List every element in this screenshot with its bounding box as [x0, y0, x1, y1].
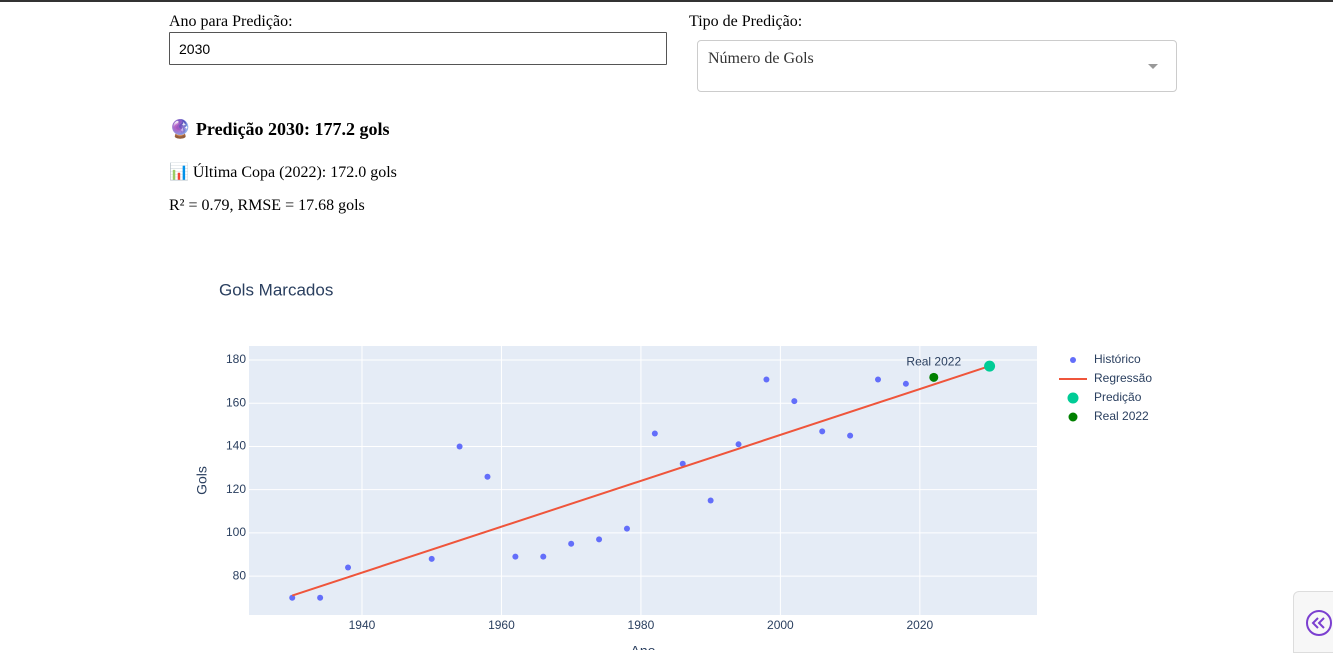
y-tick-label: 100 [226, 525, 246, 539]
data-point [484, 473, 491, 480]
data-point [428, 555, 435, 562]
data-point [875, 376, 882, 383]
data-point [984, 360, 996, 372]
data-point [819, 428, 826, 435]
y-axis-title: Gols [194, 466, 210, 495]
metrics-text: R² = 0.79, RMSE = 17.68 gols [169, 197, 365, 214]
legend-symbol [1067, 392, 1079, 404]
data-point [568, 540, 575, 547]
legend-symbol [1068, 412, 1078, 422]
type-dropdown[interactable]: Número de Gols [697, 40, 1177, 92]
chart-title: Gols Marcados [219, 280, 333, 299]
y-tick-label: 80 [233, 568, 247, 582]
type-label: Tipo de Predição: [689, 13, 803, 30]
data-point [791, 398, 798, 405]
x-tick-label: 2000 [767, 618, 794, 632]
collapse-button[interactable] [1293, 591, 1333, 653]
data-point [456, 443, 463, 450]
data-point [651, 430, 658, 437]
data-point [929, 372, 939, 382]
annotation: Real 2022 [906, 355, 961, 369]
data-point [735, 441, 742, 448]
y-tick-label: 160 [226, 395, 246, 409]
legend-symbol [1070, 357, 1076, 363]
prediction-text: 🔮 Predição 2030: 177.2 gols [169, 119, 390, 139]
x-axis-title: Ano [631, 643, 656, 650]
year-label: Ano para Predição: [169, 13, 293, 30]
legend-label: Real 2022 [1094, 409, 1149, 423]
data-point [596, 536, 603, 543]
data-point [623, 525, 630, 532]
regression-line [291, 365, 990, 597]
y-tick-label: 180 [226, 352, 246, 366]
x-tick-label: 1940 [349, 618, 376, 632]
year-input[interactable]: 2030 [169, 32, 667, 65]
data-point [345, 564, 352, 571]
x-tick-label: 2020 [906, 618, 933, 632]
data-point [289, 594, 296, 601]
legend-label: Predição [1094, 390, 1142, 404]
last-cup-text: 📊 Última Copa (2022): 172.0 gols [169, 164, 397, 181]
data-point [707, 497, 714, 504]
y-tick-label: 140 [226, 439, 246, 453]
collapse-icon [1306, 610, 1332, 636]
year-value: 2030 [179, 41, 211, 57]
data-point [847, 432, 854, 439]
data-point [679, 460, 686, 467]
data-point [902, 380, 909, 387]
x-tick-label: 1980 [628, 618, 655, 632]
data-point [763, 376, 770, 383]
window-border [0, 0, 1333, 2]
data-point [317, 594, 324, 601]
data-point [512, 553, 519, 560]
type-value: Número de Gols [708, 50, 814, 67]
legend-label: Regressão [1094, 371, 1152, 385]
y-tick-label: 120 [226, 482, 246, 496]
dropdown-caret [1148, 64, 1158, 69]
data-point [540, 553, 547, 560]
legend-label: Histórico [1094, 352, 1141, 366]
x-tick-label: 1960 [488, 618, 515, 632]
